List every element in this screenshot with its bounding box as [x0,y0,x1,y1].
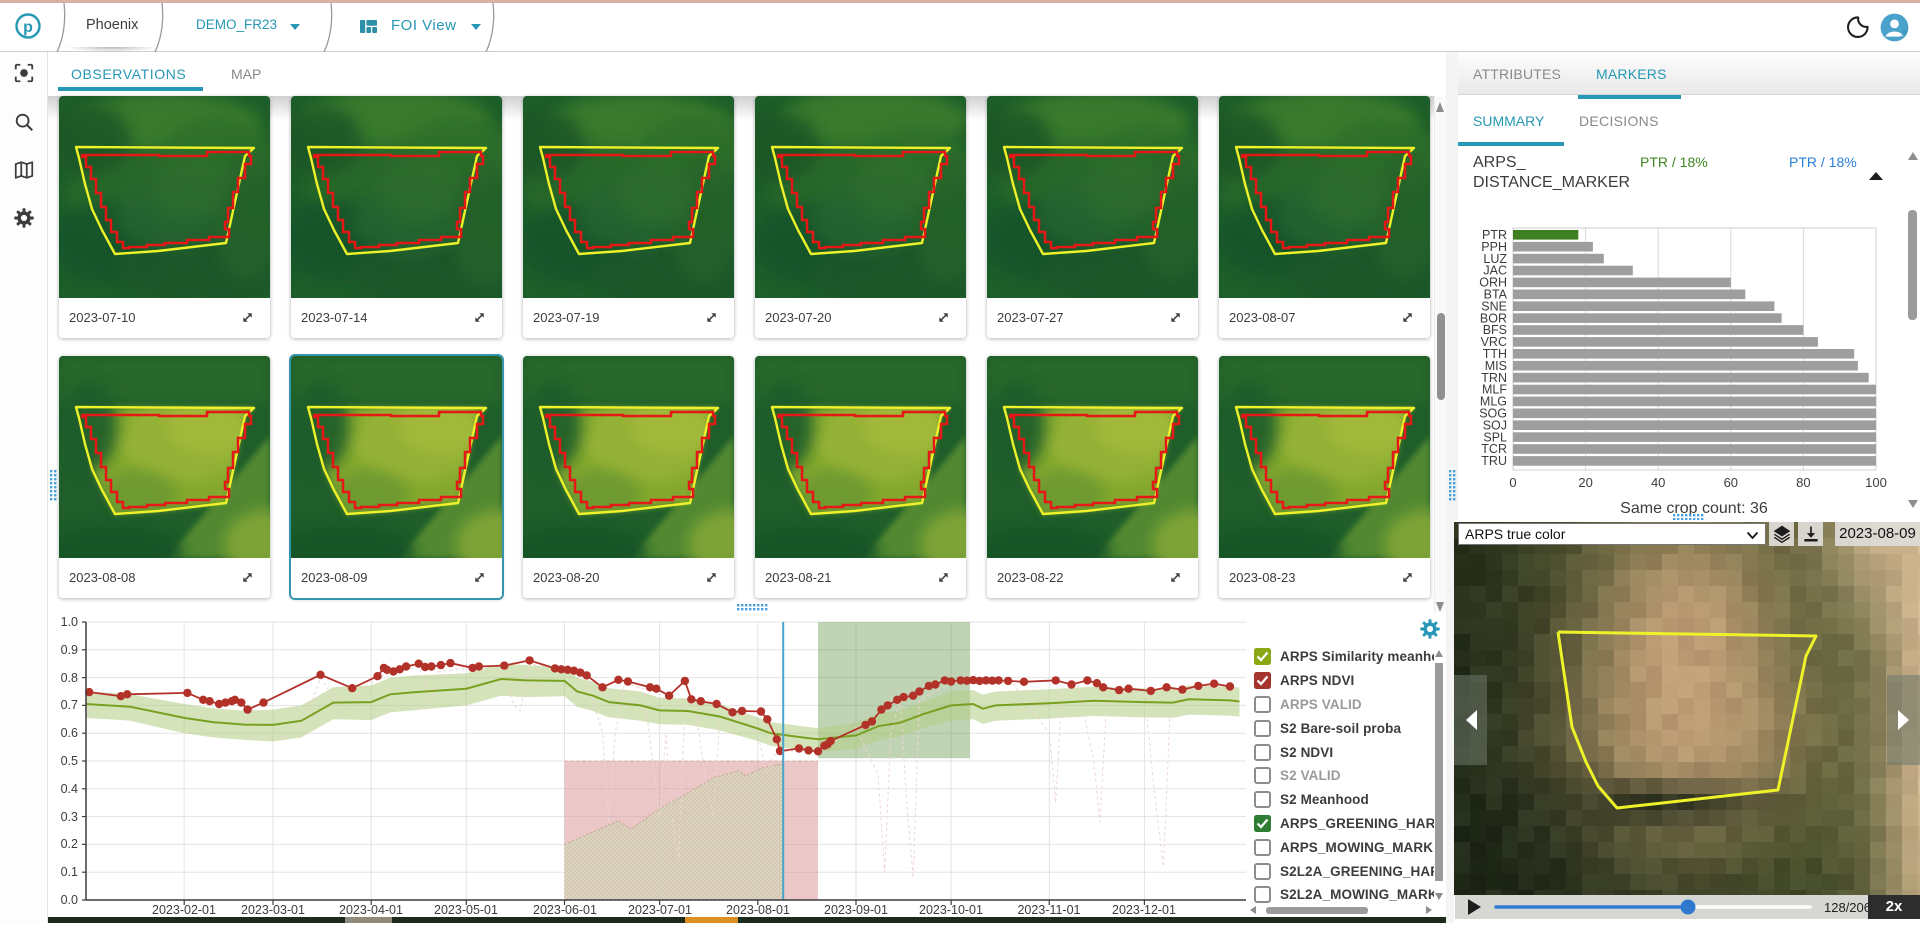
svg-text:80: 80 [1796,475,1810,490]
svg-text:PTR: PTR [1482,228,1507,242]
svg-text:SPL: SPL [1483,430,1507,444]
svg-text:MLG: MLG [1480,395,1507,409]
svg-text:BFS: BFS [1483,323,1507,337]
svg-text:SOJ: SOJ [1483,418,1507,432]
svg-text:TCR: TCR [1481,442,1507,456]
svg-text:0.7: 0.7 [61,698,78,712]
svg-text:2023-02-01: 2023-02-01 [152,903,216,917]
svg-text:20: 20 [1578,475,1592,490]
svg-text:2023-06-01: 2023-06-01 [533,903,597,917]
svg-text:MIS: MIS [1485,359,1507,373]
svg-text:LUZ: LUZ [1483,252,1507,266]
svg-text:2023-05-01: 2023-05-01 [434,903,498,917]
svg-text:2023-10-01: 2023-10-01 [919,903,983,917]
svg-text:2023-08-01: 2023-08-01 [726,903,790,917]
svg-text:2023-12-01: 2023-12-01 [1112,903,1176,917]
svg-text:2023-07-01: 2023-07-01 [628,903,692,917]
svg-text:40: 40 [1651,475,1665,490]
svg-text:60: 60 [1724,475,1738,490]
svg-text:MLF: MLF [1482,383,1507,397]
svg-text:BOR: BOR [1480,311,1507,325]
svg-text:0.3: 0.3 [61,810,78,824]
svg-text:BTA: BTA [1484,288,1508,302]
svg-text:2023-03-01: 2023-03-01 [241,903,305,917]
svg-text:JAC: JAC [1483,264,1507,278]
svg-text:SOG: SOG [1479,407,1507,421]
svg-text:2023-04-01: 2023-04-01 [339,903,403,917]
svg-text:0.5: 0.5 [61,754,78,768]
svg-text:100: 100 [1865,475,1887,490]
svg-text:PPH: PPH [1481,240,1507,254]
svg-text:0.0: 0.0 [61,893,78,907]
svg-text:TRN: TRN [1481,371,1507,385]
svg-text:0.9: 0.9 [61,643,78,657]
svg-text:TTH: TTH [1483,347,1507,361]
svg-text:1.0: 1.0 [61,615,78,629]
svg-text:0.1: 0.1 [61,865,78,879]
svg-text:ORH: ORH [1479,276,1507,290]
svg-text:p: p [23,19,33,36]
svg-text:SNE: SNE [1481,299,1507,313]
svg-text:0.6: 0.6 [61,726,78,740]
svg-text:0.4: 0.4 [61,782,78,796]
svg-text:Same crop count: 36: Same crop count: 36 [1620,500,1768,517]
svg-text:0: 0 [1509,475,1516,490]
svg-text:TRU: TRU [1481,454,1507,468]
svg-text:VRC: VRC [1481,335,1507,349]
svg-text:0.8: 0.8 [61,671,78,685]
svg-text:2023-11-01: 2023-11-01 [1017,903,1080,917]
svg-text:0.2: 0.2 [61,837,78,851]
svg-text:2023-09-01: 2023-09-01 [824,903,888,917]
